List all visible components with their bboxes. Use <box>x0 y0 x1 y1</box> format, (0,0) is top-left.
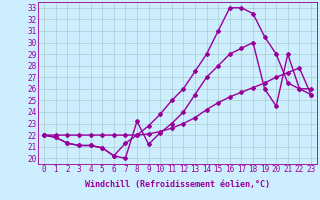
X-axis label: Windchill (Refroidissement éolien,°C): Windchill (Refroidissement éolien,°C) <box>85 180 270 189</box>
